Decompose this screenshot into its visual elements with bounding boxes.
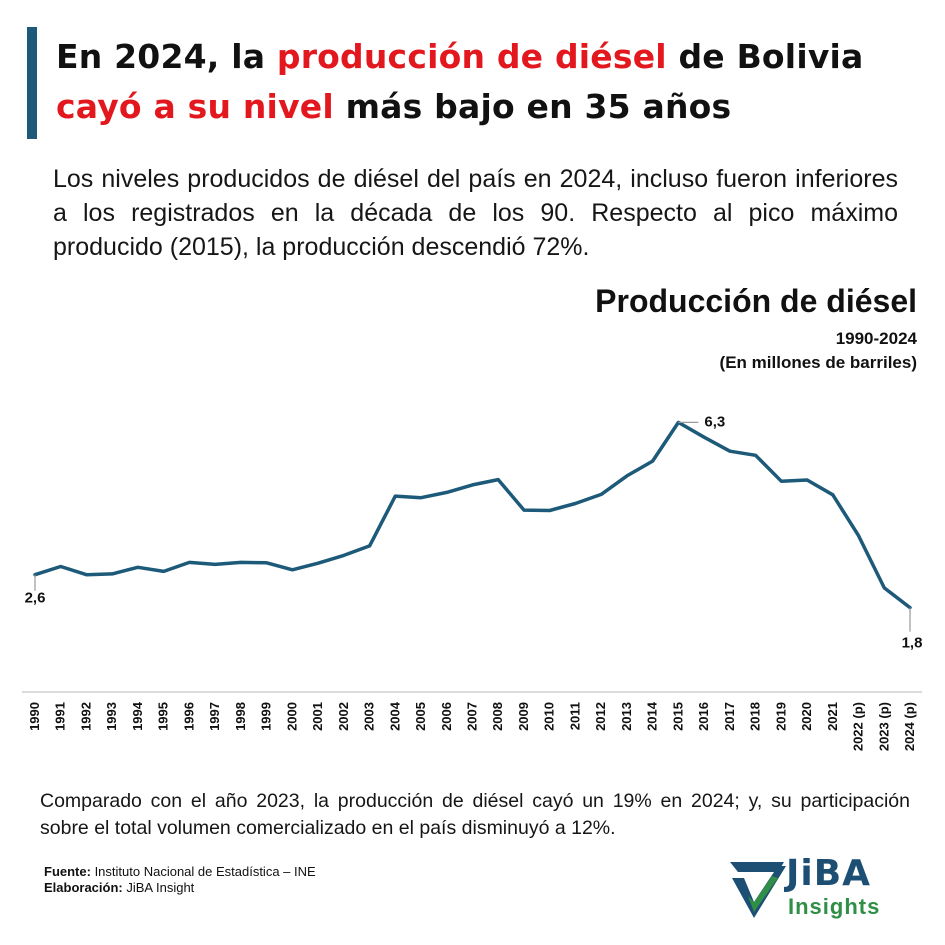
jiba-logo: JiBA Insights: [728, 852, 903, 924]
credit-line: Elaboración: JiBA Insight: [44, 880, 316, 896]
x-tick-label: 2016: [696, 702, 711, 731]
x-tick-label: 2013: [619, 702, 634, 731]
logo-tagline: Insights: [788, 894, 881, 919]
x-tick-label: 1991: [53, 702, 68, 731]
headline-part-1: En 2024, la: [56, 37, 277, 76]
logo-name: JiBA: [786, 853, 872, 894]
x-tick-label: 2017: [722, 702, 737, 731]
x-tick-label: 2008: [490, 702, 505, 731]
data-label: 1,8: [902, 635, 923, 652]
headline-highlight-2: cayó a su nivel: [56, 87, 334, 126]
footnote: Comparado con el año 2023, la producción…: [40, 790, 910, 839]
source-text: Instituto Nacional de Estadística – INE: [90, 864, 316, 879]
x-tick-label: 2014: [645, 701, 660, 731]
x-tick-label: 1993: [104, 702, 119, 731]
x-tick-label: 2004: [387, 701, 402, 731]
credit-label: Elaboración:: [44, 880, 123, 895]
headline-part-3: de Bolivia: [666, 37, 864, 76]
x-tick-label: 2012: [593, 702, 608, 731]
x-tick-label: 2019: [773, 702, 788, 731]
source-block: Fuente: Instituto Nacional de Estadístic…: [44, 864, 316, 896]
intro-paragraph: Los niveles producidos de diésel del paí…: [53, 165, 898, 261]
x-tick-label: 1994: [130, 701, 145, 731]
x-tick-label: 2015: [670, 702, 685, 731]
x-tick-label: 2006: [439, 702, 454, 731]
x-tick-label: 2022 (p): [851, 702, 866, 751]
x-tick-label: 2007: [465, 702, 480, 731]
x-tick-label: 1996: [181, 702, 196, 731]
chart-unit: (En millones de barriles): [719, 353, 917, 372]
x-tick-label: 1998: [233, 702, 248, 731]
x-tick-label: 2024 (p): [902, 702, 917, 751]
credit-text: JiBA Insight: [122, 880, 195, 895]
headline: En 2024, la producción de diésel de Boli…: [56, 32, 926, 132]
chart-subtitle: 1990-2024 (En millones de barriles): [720, 327, 917, 375]
data-label: 6,3: [704, 413, 725, 430]
x-tick-label: 2011: [567, 702, 582, 730]
x-tick-label: 2020: [799, 702, 814, 731]
series-line-diesel: [33, 420, 912, 610]
x-tick-label: 1990: [27, 702, 42, 731]
line-chart: 1990 1991 1992 1993 1994 1995 1996 1997 1998 1999…: [22, 413, 923, 751]
x-tick-label: 1997: [207, 702, 222, 731]
x-tick-label: 1999: [259, 702, 274, 731]
x-tick-label: 2005: [413, 702, 428, 731]
x-tick-label: 2001: [310, 702, 325, 731]
data-label: 2,6: [25, 590, 46, 607]
checkmark-logo-icon: [730, 862, 786, 918]
chart-period: 1990-2024: [835, 329, 917, 348]
headline-accent-bar: [27, 27, 37, 139]
source-line: Fuente: Instituto Nacional de Estadístic…: [44, 864, 316, 880]
x-tick-label: 2002: [336, 702, 351, 731]
x-tick-label: 1992: [78, 702, 93, 731]
x-tick-label: 2023 (p): [876, 702, 891, 751]
x-tick-label: 2018: [748, 702, 763, 731]
x-tick-label: 2009: [516, 702, 531, 731]
x-tick-label: 1995: [156, 702, 171, 731]
headline-part-5: más bajo en 35 años: [333, 87, 732, 126]
x-tick-label: 2021: [825, 702, 840, 731]
x-tick-label: 2003: [362, 702, 377, 731]
x-tick-label: 2010: [542, 702, 557, 731]
source-label: Fuente:: [44, 864, 91, 879]
chart-title: Producción de diésel: [595, 283, 917, 319]
headline-highlight-1: producción de diésel: [276, 37, 667, 76]
x-tick-label: 2000: [284, 702, 299, 731]
